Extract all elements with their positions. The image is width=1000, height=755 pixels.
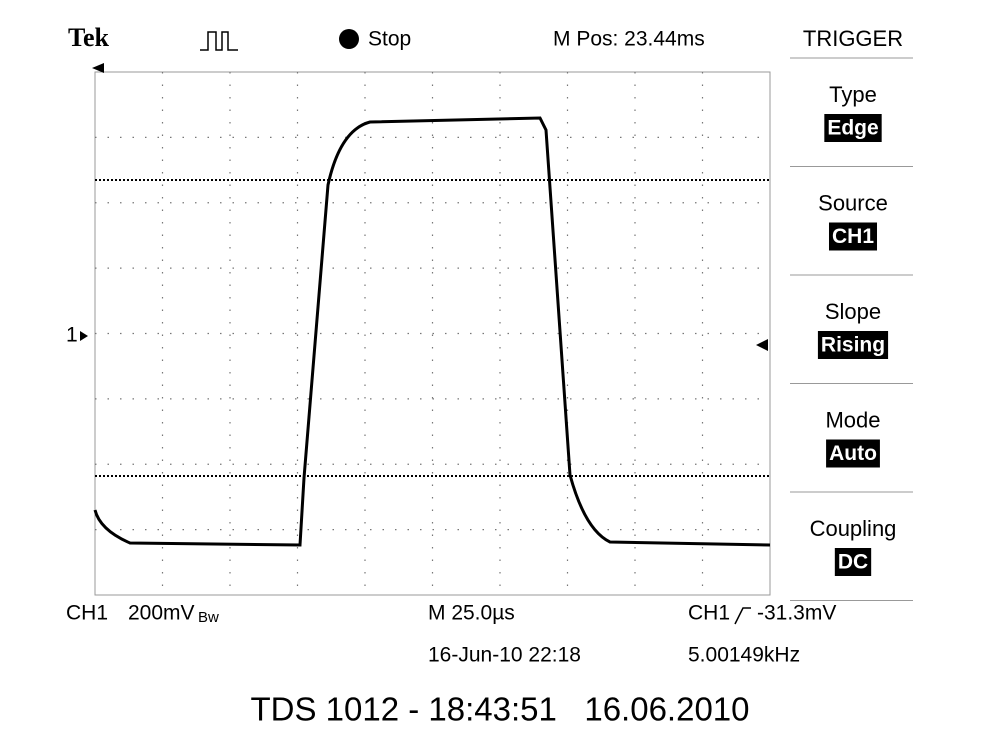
run-state: Stop <box>368 28 411 51</box>
menu-value-box <box>817 331 889 359</box>
menu-label: Slope <box>825 299 881 324</box>
acquire-icon <box>200 31 238 51</box>
menu-value-box <box>834 548 872 576</box>
brand: Tek <box>68 23 109 52</box>
menu-value-box <box>826 439 880 468</box>
menu-value: Auto <box>829 442 877 465</box>
menu-label: Mode <box>825 407 880 432</box>
menu-value: Rising <box>821 334 885 357</box>
channel-marker: 1 <box>66 324 78 347</box>
menu-value: CH1 <box>832 225 874 248</box>
channel-arrow <box>80 331 88 341</box>
date: 16-Jun-10 22:18 <box>428 644 581 667</box>
menu-value-box <box>828 222 878 251</box>
trigger-menu: Type Edge Source CH1 Slope Rising Mode Auto Coup… <box>790 57 913 601</box>
horizontal-position: M Pos: 23.44ms <box>553 28 705 51</box>
waveform <box>93 116 771 547</box>
menu-label: Type <box>829 82 877 107</box>
menu-value-box <box>824 114 882 142</box>
run-state-dot <box>339 29 359 49</box>
trigger-channel: CH1 <box>688 602 730 625</box>
vertical-scale: 200mV <box>128 602 195 625</box>
channel: CH1 <box>66 602 108 625</box>
menu-label: Coupling <box>810 516 897 541</box>
grid <box>95 72 770 595</box>
trigger-position-marker <box>92 63 104 73</box>
slope-icon <box>734 607 751 625</box>
menu-label: Source <box>818 190 888 215</box>
menu-value: DC <box>838 551 868 574</box>
trigger-level: -31.3mV <box>757 602 836 625</box>
trigger-level-marker <box>756 339 768 351</box>
menu-value: Edge <box>827 117 878 140</box>
menu-title: TRIGGER <box>803 26 903 51</box>
timebase: M 25.0µs <box>428 602 515 625</box>
bandwidth-limit: Bw <box>198 609 219 626</box>
graticule <box>94 71 771 596</box>
caption: TDS 1012 - 18:43:51 16.06.2010 <box>250 691 749 728</box>
frequency: 5.00149kHz <box>688 644 800 667</box>
